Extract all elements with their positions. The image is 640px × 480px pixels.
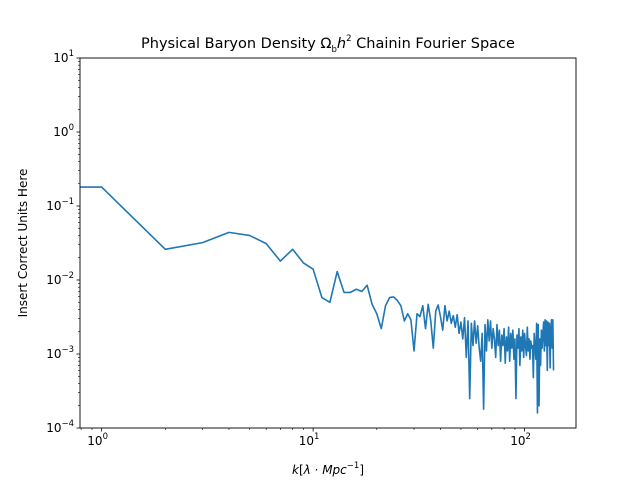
y-tick-label: 10−4 bbox=[46, 419, 74, 435]
y-axis-ticks: 10−4 10−3 10−2 10−1 100 101 bbox=[46, 49, 80, 435]
axes-frame bbox=[79, 57, 577, 429]
y-tick-label: 100 bbox=[53, 123, 74, 139]
plot-area bbox=[79, 57, 577, 429]
chart-title: Physical Baryon Density Ωbh2 Chainin Fou… bbox=[141, 34, 515, 55]
y-axis-label: Insert Correct Units Here bbox=[16, 169, 30, 318]
x-tick-label: 100 bbox=[87, 432, 108, 448]
x-axis-ticks: 100 101 102 bbox=[80, 428, 531, 448]
series-line bbox=[80, 186, 555, 414]
x-axis-label: k[λ · Mpc−1] bbox=[292, 461, 364, 477]
y-tick-label: 10−3 bbox=[46, 345, 74, 361]
x-tick-label: 101 bbox=[299, 432, 320, 448]
x-tick-label: 102 bbox=[510, 432, 531, 448]
y-tick-label: 10−2 bbox=[46, 271, 74, 287]
y-tick-label: 101 bbox=[53, 49, 74, 65]
y-tick-label: 10−1 bbox=[46, 197, 74, 213]
